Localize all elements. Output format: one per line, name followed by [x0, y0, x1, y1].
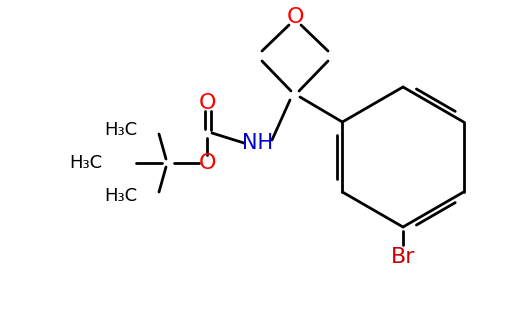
Text: O: O — [198, 153, 216, 173]
Text: H₃C: H₃C — [104, 187, 137, 205]
Text: H₃C: H₃C — [69, 154, 102, 172]
Text: O: O — [286, 7, 304, 27]
Text: Br: Br — [391, 247, 415, 267]
Text: NH: NH — [243, 133, 273, 153]
Text: H₃C: H₃C — [104, 121, 137, 139]
Text: O: O — [198, 93, 216, 113]
